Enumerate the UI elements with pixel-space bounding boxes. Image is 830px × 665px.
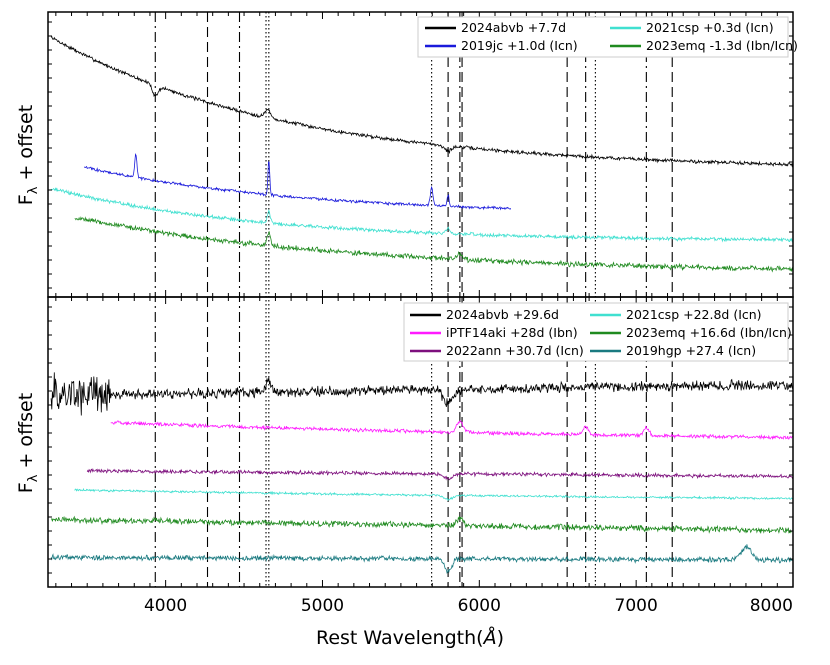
legend-bottom-label-4: 2022ann +30.7d (Icn) [446, 343, 584, 358]
spectrum-early-1 [83, 153, 512, 211]
legend-bottom-label-2: iPTF14aki +28d (Ibn) [446, 325, 578, 340]
y-axis-title-top: Fλ + offset [15, 105, 41, 205]
y-axis-title-top-f: F [15, 194, 37, 205]
legend-top-box [417, 16, 789, 58]
y-axis-title-bottom: Fλ + offset [15, 393, 41, 493]
spectrum-early-2 [50, 187, 794, 243]
legend-bottom: 2024abvb +29.6d 2021csp +22.8d (Icn) iPT… [403, 302, 792, 362]
x-axis-title-open: ( [476, 627, 483, 649]
legend-bottom-label-3: 2023emq +16.6d (Ibn/Icn) [626, 325, 792, 340]
x-axis-title-text: Rest Wavelength [316, 627, 476, 649]
x-tick-label-7000: 7000 [615, 596, 658, 616]
axis-ticks: 4000 5000 6000 7000 8000 [48, 12, 794, 616]
x-axis-title-unit: Å [482, 626, 497, 649]
x-tick-label-5000: 5000 [301, 596, 344, 616]
y-axis-title-bottom-suffix: + offset [15, 393, 37, 475]
spectrum-late-0 [50, 372, 794, 416]
y-axis-title-top-suffix: + offset [15, 105, 37, 187]
spectra-series [50, 35, 794, 574]
spectrum-early-3 [74, 216, 794, 273]
x-axis-title-close: ) [497, 627, 504, 649]
legend-top-label-0: 2024abvb +7.7d [461, 20, 566, 35]
x-axis-title: Rest Wavelength(Å) [316, 626, 504, 649]
legend-bottom-label-0: 2024abvb +29.6d [446, 307, 559, 322]
x-tick-label-8000: 8000 [750, 596, 793, 616]
x-tick-label-6000: 6000 [458, 596, 501, 616]
spectrum-early-0 [50, 35, 794, 168]
spectrum-late-5 [50, 544, 794, 574]
legend-top-label-3: 2023emq -1.3d (Ibn/Icn) [646, 38, 798, 53]
legend-top: 2024abvb +7.7d 2021csp +0.3d (Icn) 2019j… [417, 16, 798, 58]
line-identification-markers [154, 12, 673, 587]
y-axis-title-bottom-f: F [15, 482, 37, 493]
legend-bottom-label-5: 2019hgp +27.4 (Icn) [626, 343, 756, 358]
spectrum-late-4 [50, 515, 793, 534]
y-axis-title-bottom-sub: λ [26, 474, 41, 482]
legend-bottom-label-1: 2021csp +22.8d (Icn) [626, 307, 762, 322]
y-axis-title-top-sub: λ [26, 186, 41, 194]
legend-top-label-2: 2019jc +1.0d (Icn) [461, 38, 578, 53]
x-tick-label-4000: 4000 [144, 596, 187, 616]
spectrum-late-3 [74, 487, 794, 501]
bottom-panel-frame [47, 296, 794, 588]
legend-top-label-1: 2021csp +0.3d (Icn) [646, 20, 774, 35]
spectrum-late-2 [86, 468, 794, 481]
spectrum-late-1 [110, 420, 793, 441]
